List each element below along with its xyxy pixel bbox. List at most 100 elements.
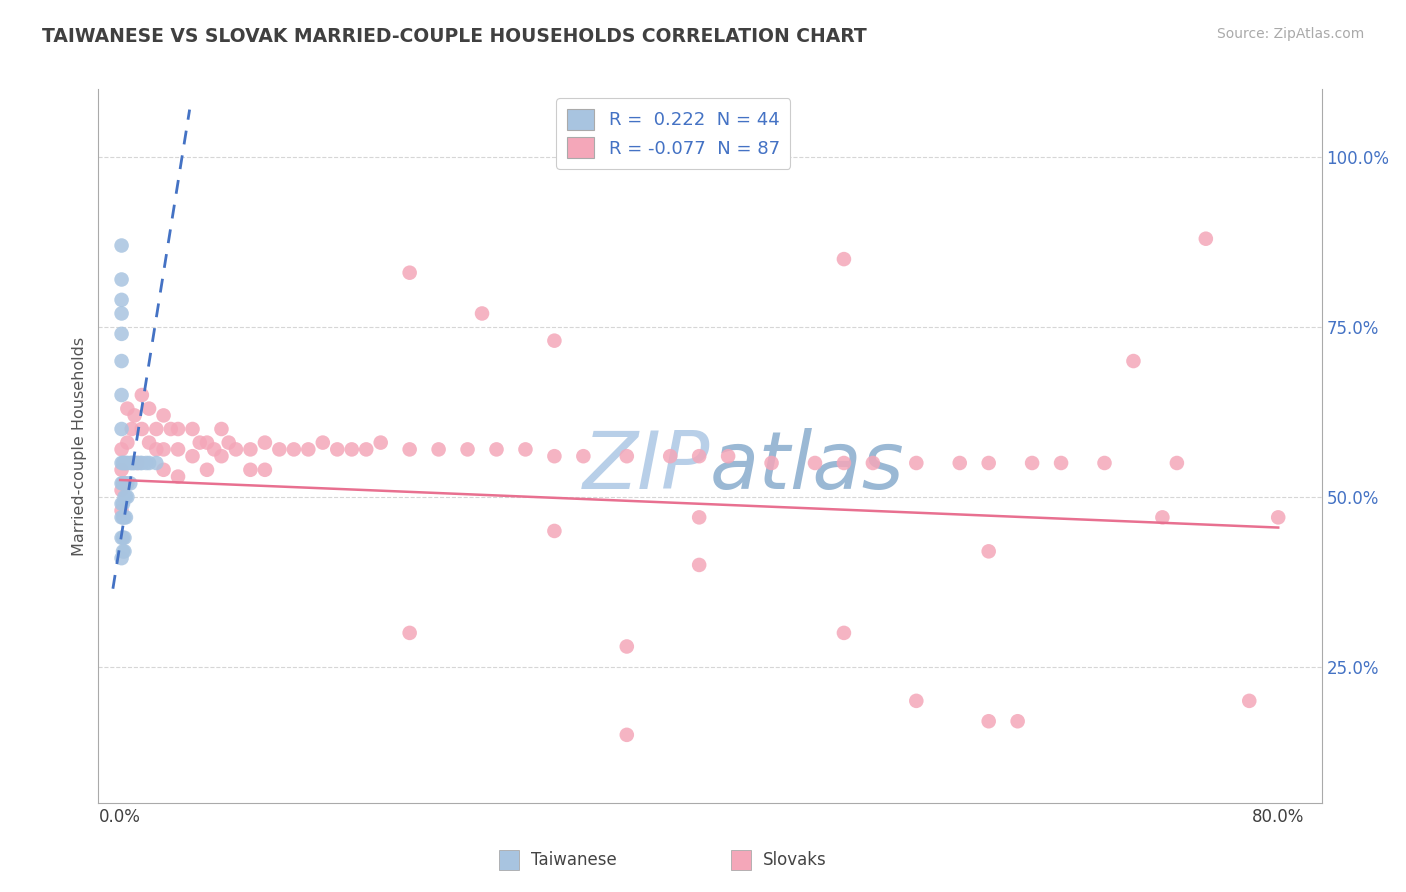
Point [115,476,138,491]
Point [1050,456,1073,470]
Point [370,435,392,450]
Point [110,442,132,457]
Point [124,409,146,423]
Point [110,483,132,498]
Point [188,435,211,450]
Text: atlas: atlas [710,428,905,507]
Point [152,409,174,423]
Point [616,728,638,742]
Point [218,435,240,450]
Point [688,558,710,572]
Point [977,544,1000,558]
Point [131,456,153,470]
Point [114,510,136,524]
Point [354,442,377,457]
Point [616,449,638,463]
Point [110,510,132,524]
Point [543,334,565,348]
Point [832,252,855,266]
Point [283,442,305,457]
Point [515,442,537,457]
Point [117,456,139,470]
Y-axis label: Married-couple Households: Married-couple Households [72,336,87,556]
Point [131,422,153,436]
Point [326,442,349,457]
Point [1195,232,1218,246]
Point [659,449,682,463]
Point [117,476,139,491]
Point [159,422,181,436]
Point [110,456,132,470]
Point [211,449,233,463]
Point [127,456,149,470]
Point [138,456,160,470]
Point [124,456,146,470]
Point [211,422,233,436]
Point [138,401,160,416]
Point [110,326,132,341]
Point [110,497,132,511]
Point [202,442,225,457]
Point [117,401,139,416]
Point [543,524,565,538]
Point [110,238,132,252]
Point [114,531,136,545]
Point [110,531,132,545]
Point [340,442,363,457]
Point [167,442,190,457]
Text: Slovaks: Slovaks [762,851,827,869]
Point [110,551,132,566]
Point [110,463,132,477]
Point [1021,456,1043,470]
Point [112,456,135,470]
Point [181,449,204,463]
Point [112,476,135,491]
Text: Source: ZipAtlas.com: Source: ZipAtlas.com [1216,27,1364,41]
Point [1267,510,1289,524]
Point [1166,456,1188,470]
Point [129,456,152,470]
Point [832,456,855,470]
Point [195,463,218,477]
Point [949,456,972,470]
Point [152,463,174,477]
Point [110,388,132,402]
Text: TAIWANESE VS SLOVAK MARRIED-COUPLE HOUSEHOLDS CORRELATION CHART: TAIWANESE VS SLOVAK MARRIED-COUPLE HOUSE… [42,27,868,45]
Point [112,544,135,558]
Point [114,476,136,491]
Point [471,306,494,320]
Point [253,435,276,450]
Point [152,442,174,457]
Point [195,435,218,450]
Point [112,497,135,511]
Point [688,510,710,524]
Point [167,422,190,436]
Point [239,442,262,457]
Point [457,442,479,457]
Point [688,449,710,463]
Point [905,694,928,708]
Point [977,456,1000,470]
Point [145,442,167,457]
Point [1122,354,1144,368]
Point [543,449,565,463]
Point [115,490,138,504]
Point [117,435,139,450]
Point [112,510,135,524]
Point [112,476,135,491]
Point [120,456,142,470]
Point [761,456,783,470]
Point [616,640,638,654]
Point [122,456,145,470]
Point [239,463,262,477]
Point [1007,714,1029,729]
Point [181,422,204,436]
Point [110,422,132,436]
Point [1094,456,1116,470]
Point [135,456,157,470]
Point [110,354,132,368]
Point [110,306,132,320]
Point [398,442,420,457]
Point [120,476,142,491]
Point [1239,694,1261,708]
